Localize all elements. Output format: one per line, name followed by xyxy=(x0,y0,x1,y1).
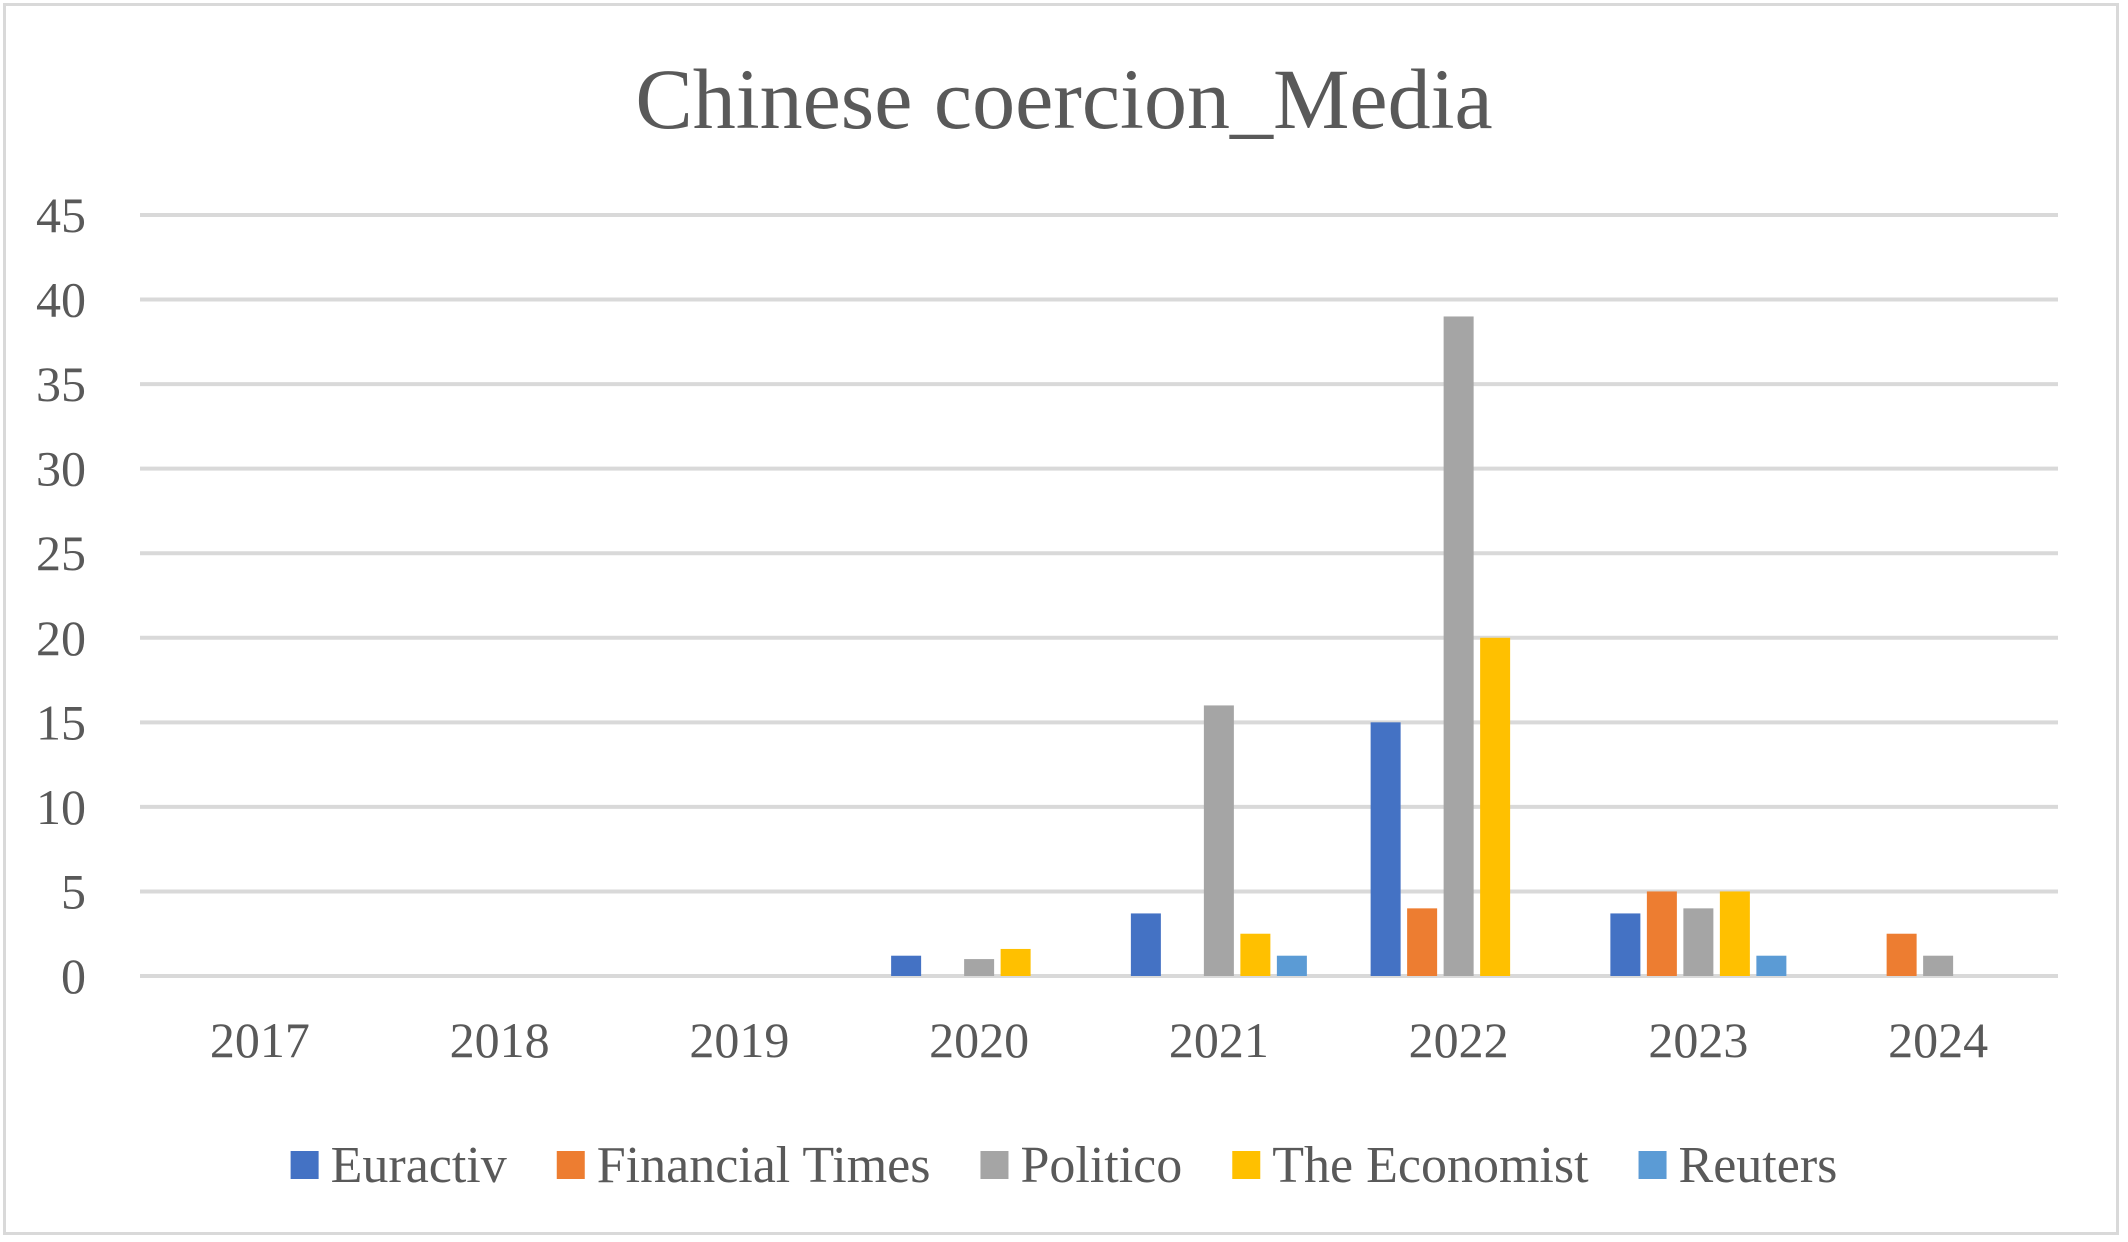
chart-frame xyxy=(3,3,2119,1235)
legend-item: The Economist xyxy=(1232,1137,1589,1194)
legend-swatch xyxy=(980,1151,1009,1179)
y-tick-label: 40 xyxy=(36,272,86,328)
bar xyxy=(1240,933,1271,976)
y-tick-label: 35 xyxy=(36,356,86,412)
x-tick-label: 2017 xyxy=(210,1012,310,1068)
legend: Euractiv Financial Times Politico The Econo… xyxy=(290,1137,1838,1194)
bar xyxy=(1480,637,1511,976)
x-axis-ticks: 2017 2018 2019 2020 2021 2022 2023 2024 xyxy=(210,1012,1988,1068)
bar xyxy=(1130,913,1161,976)
legend-item: Politico xyxy=(980,1137,1182,1194)
x-tick-label: 2021 xyxy=(1169,1012,1269,1068)
bar xyxy=(1443,316,1474,976)
legend-label: Euractiv xyxy=(331,1137,507,1194)
x-tick-label: 2024 xyxy=(1888,1012,1988,1068)
bar xyxy=(1407,908,1438,976)
bar xyxy=(1756,955,1787,976)
legend-swatch xyxy=(1232,1151,1261,1179)
bar xyxy=(1923,955,1954,976)
bar xyxy=(1000,948,1031,976)
legend-label: The Economist xyxy=(1272,1137,1589,1194)
bar xyxy=(964,959,995,976)
bar xyxy=(891,955,922,976)
chart-title: Chinese coercion_Media xyxy=(635,51,1492,147)
y-tick-label: 15 xyxy=(36,694,86,750)
legend-item: Financial Times xyxy=(556,1137,931,1194)
bars xyxy=(891,316,1954,976)
bar xyxy=(1886,933,1917,976)
legend-swatch xyxy=(556,1151,585,1179)
bar xyxy=(1203,705,1234,976)
legend-item: Euractiv xyxy=(290,1137,507,1194)
y-tick-label: 30 xyxy=(36,441,86,497)
y-axis-ticks: 0 5 10 15 20 25 30 35 40 45 xyxy=(36,187,86,1004)
gridlines xyxy=(140,213,2058,978)
y-tick-label: 20 xyxy=(36,610,86,666)
legend-label: Politico xyxy=(1020,1137,1182,1194)
bar xyxy=(1276,955,1307,976)
bar xyxy=(1719,891,1750,976)
y-tick-label: 5 xyxy=(61,863,86,919)
legend-item: Reuters xyxy=(1638,1137,1838,1194)
y-tick-label: 0 xyxy=(61,948,86,1004)
y-tick-label: 45 xyxy=(36,187,86,243)
legend-swatch xyxy=(1638,1151,1667,1179)
legend-label: Financial Times xyxy=(597,1137,931,1194)
bar xyxy=(1610,913,1641,976)
y-tick-label: 25 xyxy=(36,525,86,581)
bar xyxy=(1370,722,1401,976)
y-tick-label: 10 xyxy=(36,779,86,835)
x-tick-label: 2023 xyxy=(1648,1012,1748,1068)
x-tick-label: 2020 xyxy=(929,1012,1029,1068)
x-tick-label: 2022 xyxy=(1409,1012,1509,1068)
x-tick-label: 2019 xyxy=(689,1012,789,1068)
x-tick-label: 2018 xyxy=(450,1012,550,1068)
bar xyxy=(1646,891,1677,976)
bar xyxy=(1683,908,1714,976)
legend-swatch xyxy=(290,1151,319,1179)
legend-label: Reuters xyxy=(1679,1137,1838,1194)
